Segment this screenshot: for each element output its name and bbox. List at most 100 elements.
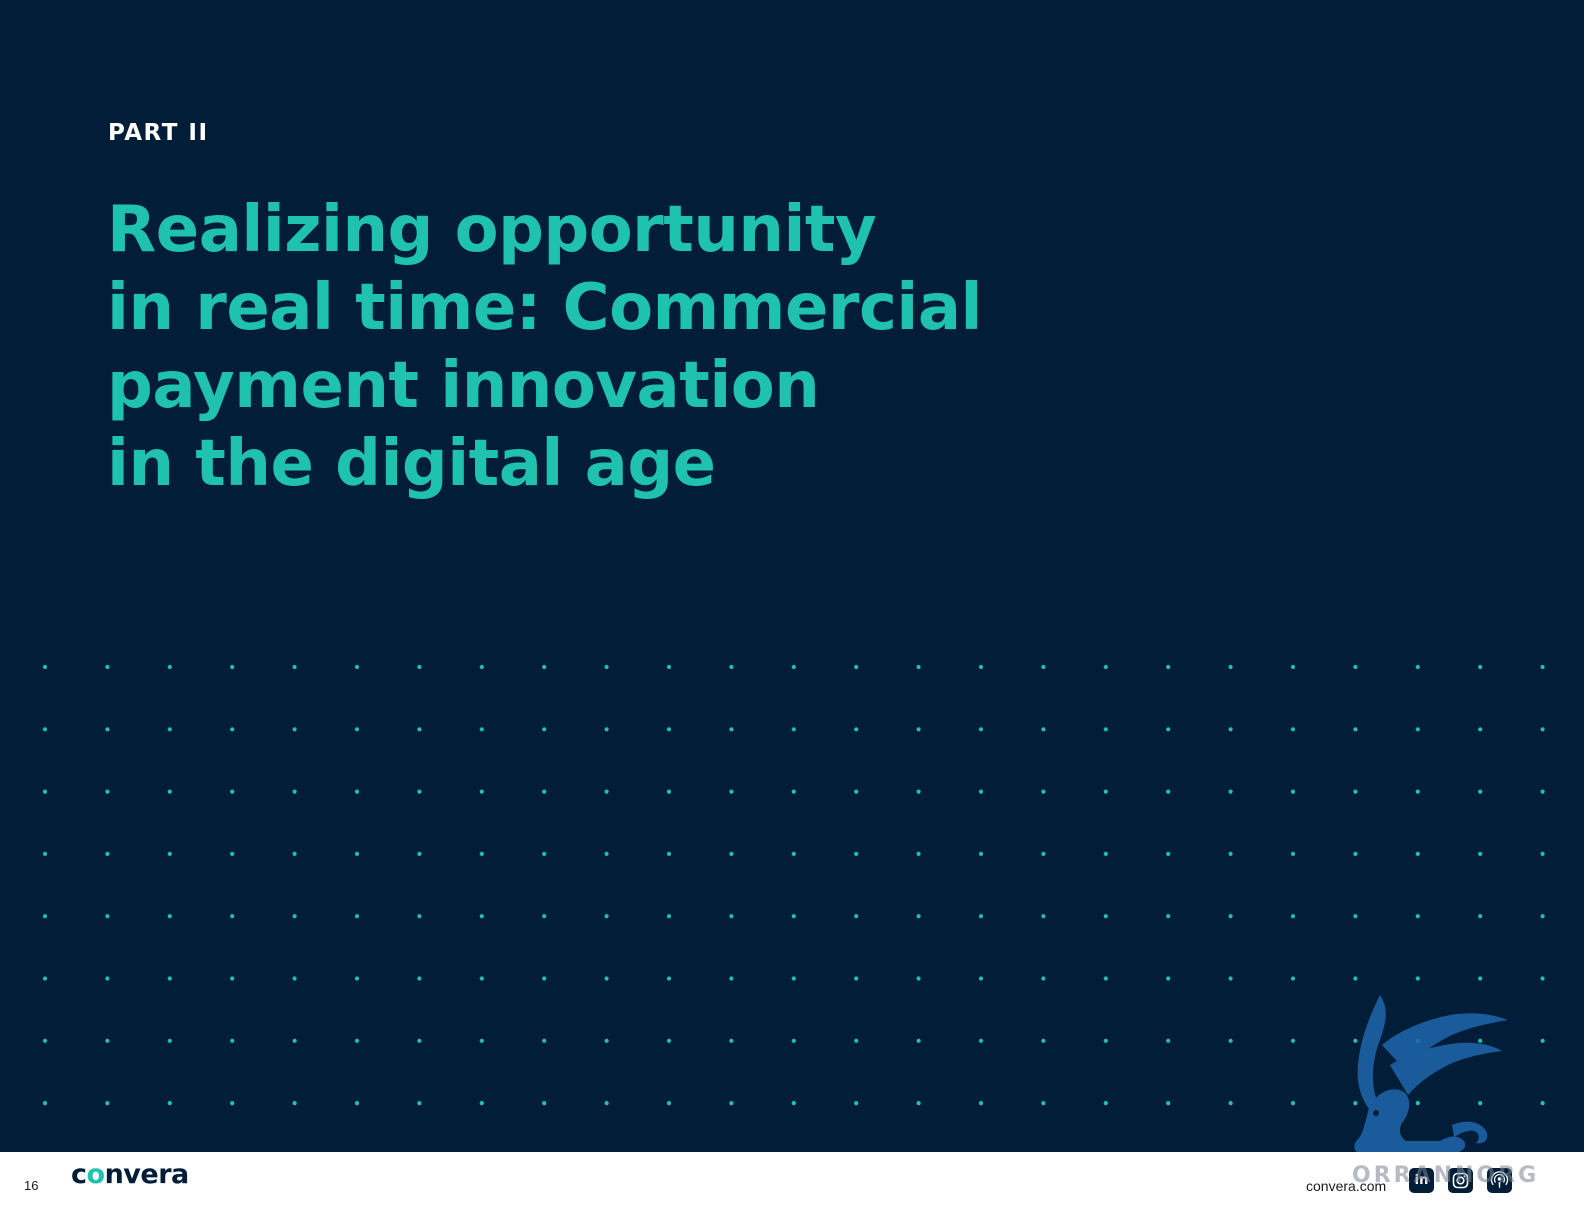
grid-dot xyxy=(978,664,984,670)
grid-dot xyxy=(1166,1101,1171,1106)
grid-dot xyxy=(479,1038,484,1043)
podcast-icon[interactable] xyxy=(1487,1168,1512,1193)
grid-dot xyxy=(105,914,110,919)
grid-dot xyxy=(729,664,734,670)
grid-dot xyxy=(1166,727,1171,732)
grid-dot xyxy=(1540,851,1545,857)
grid-dot xyxy=(292,1038,297,1043)
logo-text-accent: o xyxy=(86,1159,106,1190)
logo-text-suffix: nvera xyxy=(104,1159,190,1190)
grid-dot xyxy=(978,789,984,794)
grid-dot xyxy=(916,976,921,981)
grid-dot xyxy=(729,851,734,857)
website-link[interactable]: convera.com xyxy=(1306,1178,1387,1194)
grid-dot xyxy=(479,789,484,794)
grid-dot xyxy=(1478,914,1483,919)
grid-dot xyxy=(916,727,921,732)
grid-dot xyxy=(167,664,172,670)
footer: 16 convera convera.com in xyxy=(0,1152,1584,1224)
grid-dot xyxy=(354,727,360,732)
grid-dot xyxy=(292,727,297,732)
grid-dot xyxy=(105,789,110,794)
grid-dot xyxy=(1353,914,1358,919)
grid-dot xyxy=(542,1038,547,1043)
grid-dot xyxy=(854,1038,859,1043)
grid-dot xyxy=(916,851,921,857)
grid-dot xyxy=(542,664,547,670)
grid-dot xyxy=(105,727,110,732)
grid-dot xyxy=(1353,727,1358,732)
instagram-glyph xyxy=(1452,1172,1469,1189)
grid-dot xyxy=(729,1101,734,1106)
grid-dot xyxy=(230,664,235,670)
grid-dot xyxy=(1103,1101,1108,1106)
grid-dot xyxy=(604,1101,609,1106)
grid-dot xyxy=(1478,664,1483,670)
grid-dot xyxy=(417,727,422,732)
grid-dot xyxy=(1228,1101,1233,1106)
grid-dot xyxy=(354,1101,360,1106)
grid-dot xyxy=(1041,1038,1046,1043)
grid-dot xyxy=(1103,914,1108,919)
grid-dot xyxy=(1353,664,1358,670)
grid-dot xyxy=(791,727,796,732)
hero-section: PART II Realizing opportunity in real ti… xyxy=(0,0,1584,1152)
grid-dot xyxy=(354,789,360,794)
grid-dot xyxy=(542,851,547,857)
grid-dot xyxy=(354,914,360,919)
grid-dot xyxy=(167,851,172,857)
grid-dot xyxy=(292,1101,297,1106)
grid-dot xyxy=(167,1101,172,1106)
grid-dot xyxy=(479,914,484,919)
grid-dot xyxy=(105,1038,110,1043)
grid-dot xyxy=(42,914,48,919)
grid-dot xyxy=(1041,727,1046,732)
grid-dot xyxy=(417,789,422,794)
grid-dot xyxy=(1415,789,1420,794)
grid-dot xyxy=(854,789,859,794)
grid-dot xyxy=(1228,851,1233,857)
grid-dot xyxy=(1041,914,1046,919)
grid-dot xyxy=(230,976,235,981)
grid-dot xyxy=(1478,976,1483,981)
grid-dot xyxy=(1103,664,1108,670)
title-line: Realizing opportunity xyxy=(107,193,877,267)
grid-dot xyxy=(105,664,110,670)
grid-dot xyxy=(167,1038,172,1043)
grid-dot xyxy=(230,1038,235,1043)
grid-dot xyxy=(1540,1101,1545,1106)
grid-dot xyxy=(1290,1101,1296,1106)
grid-dot xyxy=(292,789,297,794)
grid-dot xyxy=(1228,1038,1233,1043)
grid-dot xyxy=(1041,976,1046,981)
linkedin-icon[interactable]: in xyxy=(1409,1168,1434,1193)
grid-dot xyxy=(1353,976,1358,981)
grid-dot xyxy=(479,1101,484,1106)
grid-dot xyxy=(1415,851,1420,857)
grid-dot xyxy=(604,914,609,919)
grid-dot xyxy=(479,976,484,981)
grid-dot xyxy=(604,664,609,670)
grid-dot xyxy=(666,1038,672,1043)
grid-dot xyxy=(354,664,360,670)
grid-dot xyxy=(230,727,235,732)
grid-dot xyxy=(42,727,48,732)
grid-dot xyxy=(1290,664,1296,670)
grid-dot xyxy=(666,976,672,981)
dot-grid-pattern xyxy=(42,664,1545,1106)
grid-dot xyxy=(42,1101,48,1106)
grid-dot xyxy=(729,914,734,919)
grid-dot xyxy=(604,1038,609,1043)
grid-dot xyxy=(854,914,859,919)
grid-dot xyxy=(1353,1101,1358,1106)
grid-dot xyxy=(1415,976,1420,981)
grid-dot xyxy=(1478,727,1483,732)
grid-dot xyxy=(292,664,297,670)
grid-dot xyxy=(167,976,172,981)
grid-dot xyxy=(604,727,609,732)
grid-dot xyxy=(167,789,172,794)
grid-dot xyxy=(791,851,796,857)
grid-dot xyxy=(479,851,484,857)
instagram-icon[interactable] xyxy=(1448,1168,1473,1193)
grid-dot xyxy=(292,851,297,857)
